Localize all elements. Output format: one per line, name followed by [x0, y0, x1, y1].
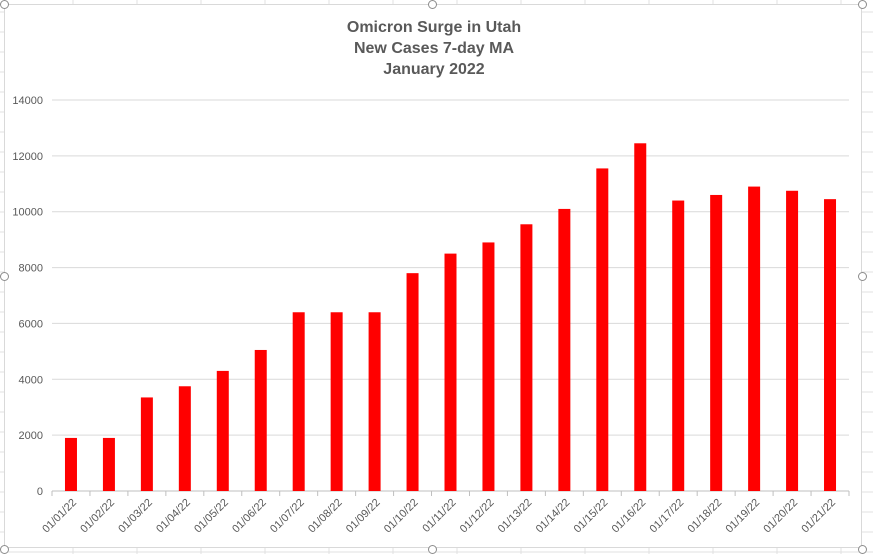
- resize-handle-bottom-left[interactable]: [0, 545, 9, 554]
- bar[interactable]: [824, 199, 837, 491]
- resize-handle-top-right[interactable]: [858, 0, 867, 9]
- bar[interactable]: [178, 386, 191, 491]
- y-tick-label: 6000: [19, 318, 43, 330]
- chart-title: Omicron Surge in Utah New Cases 7-day MA…: [5, 17, 863, 80]
- x-tick-label: 01/21/22: [799, 497, 838, 536]
- x-tick-label: 01/03/22: [116, 497, 155, 536]
- bar[interactable]: [786, 190, 799, 491]
- bar[interactable]: [368, 312, 381, 491]
- x-tick-label: 01/14/22: [534, 497, 573, 536]
- bar[interactable]: [558, 208, 571, 491]
- bar[interactable]: [482, 242, 495, 491]
- bar[interactable]: [292, 312, 305, 491]
- bar[interactable]: [406, 273, 419, 491]
- x-tick-label: 01/11/22: [420, 497, 458, 535]
- bar[interactable]: [520, 224, 533, 491]
- x-tick-label: 01/19/22: [723, 497, 762, 536]
- y-tick-label: 12000: [12, 151, 43, 163]
- y-tick-label: 4000: [19, 374, 43, 386]
- bar[interactable]: [748, 186, 761, 492]
- bar[interactable]: [254, 349, 267, 491]
- bar[interactable]: [672, 200, 685, 492]
- chart-area[interactable]: Omicron Surge in Utah New Cases 7-day MA…: [4, 4, 862, 548]
- y-tick-label: 2000: [19, 430, 43, 442]
- x-tick-label: 01/06/22: [230, 497, 269, 536]
- x-tick-label: 01/18/22: [686, 497, 725, 536]
- y-tick-label: 0: [37, 486, 43, 498]
- x-tick-label: 01/12/22: [458, 497, 497, 536]
- x-tick-label: 01/13/22: [496, 497, 535, 536]
- bar[interactable]: [216, 370, 229, 491]
- x-tick-label: 01/15/22: [572, 497, 611, 536]
- x-tick-label: 01/10/22: [382, 497, 421, 536]
- x-tick-label: 01/16/22: [610, 497, 649, 536]
- bar[interactable]: [710, 194, 723, 491]
- bar[interactable]: [444, 253, 457, 491]
- x-tick-label: 01/05/22: [192, 497, 231, 536]
- x-tick-label: 01/07/22: [268, 497, 307, 536]
- y-tick-label: 14000: [12, 95, 43, 107]
- x-tick-label: 01/17/22: [648, 497, 687, 536]
- bar[interactable]: [596, 168, 609, 492]
- resize-handle-bottom-right[interactable]: [858, 545, 867, 554]
- y-tick-label: 8000: [19, 263, 43, 275]
- x-tick-label: 01/20/22: [761, 497, 800, 536]
- resize-handle-top-left[interactable]: [0, 0, 9, 9]
- bar[interactable]: [64, 437, 77, 491]
- x-tick-label: 01/09/22: [344, 497, 383, 536]
- y-tick-label: 10000: [12, 207, 43, 219]
- resize-handle-bottom-center[interactable]: [428, 545, 437, 554]
- bar[interactable]: [140, 397, 153, 491]
- x-tick-label: 01/02/22: [78, 497, 117, 536]
- x-tick-label: 01/01/22: [40, 497, 79, 536]
- bar-chart-plot: 0 2000 4000 6000 8000 10000 12000 14000 01/01/22…: [12, 95, 850, 536]
- bar[interactable]: [634, 143, 647, 491]
- resize-handle-middle-left[interactable]: [0, 272, 9, 281]
- chart-title-line-1: Omicron Surge in Utah: [346, 19, 522, 36]
- chart-title-line-2: New Cases 7-day MA: [353, 40, 515, 57]
- x-tick-label: 01/04/22: [154, 497, 193, 536]
- x-tick-label: 01/08/22: [306, 497, 345, 536]
- chart-title-line-3: January 2022: [383, 61, 485, 78]
- bar[interactable]: [330, 312, 343, 491]
- resize-handle-middle-right[interactable]: [858, 272, 867, 281]
- bar[interactable]: [102, 437, 115, 491]
- resize-handle-top-center[interactable]: [428, 0, 437, 9]
